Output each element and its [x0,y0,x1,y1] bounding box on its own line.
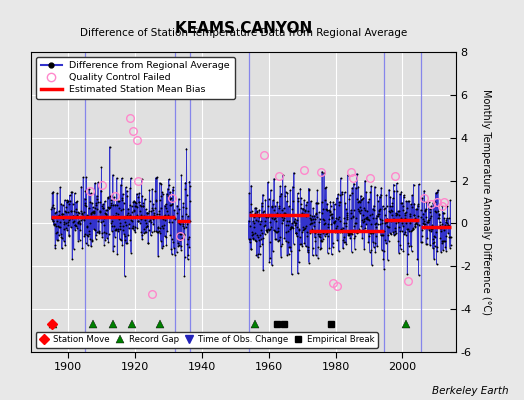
Y-axis label: Monthly Temperature Anomaly Difference (°C): Monthly Temperature Anomaly Difference (… [482,89,492,315]
Text: Difference of Station Temperature Data from Regional Average: Difference of Station Temperature Data f… [80,28,407,38]
Title: KEAMS CANYON: KEAMS CANYON [175,20,312,36]
Legend: Station Move, Record Gap, Time of Obs. Change, Empirical Break: Station Move, Record Gap, Time of Obs. C… [36,332,378,348]
Text: Berkeley Earth: Berkeley Earth [432,386,508,396]
